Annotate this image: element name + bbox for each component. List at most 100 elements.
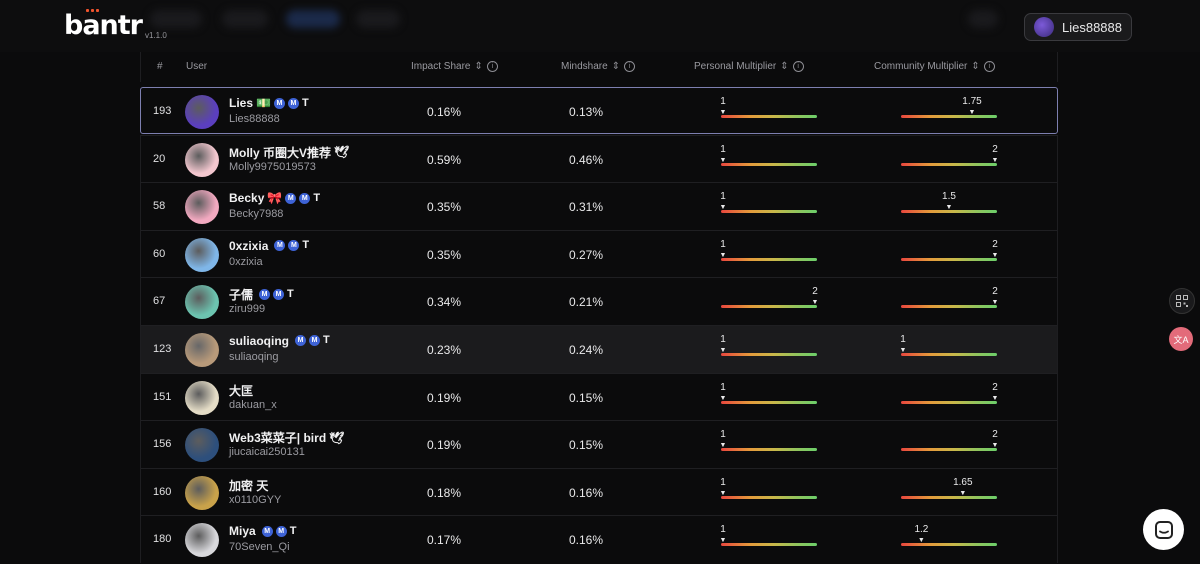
- community-multiplier-value: 1.2: [914, 524, 929, 536]
- personal-multiplier-meter: 2 ▼: [721, 286, 818, 316]
- community-multiplier-meter: 1.65 ▼: [901, 477, 997, 507]
- avatar[interactable]: [185, 380, 219, 415]
- mindshare-value: 0.27%: [568, 247, 604, 262]
- user-chip-name: Lies88888: [1062, 19, 1122, 35]
- logo-text: bantr: [64, 10, 143, 41]
- avatar[interactable]: [185, 523, 219, 558]
- table-row[interactable]: 160 加密 天 x0110GYY 0.18% 0.16% 1 ▼ 1.65 ▼: [140, 467, 1058, 516]
- user-handle: Lies88888: [229, 113, 280, 125]
- user-display-name[interactable]: Web3菜菜子| bird 🕊: [229, 430, 345, 446]
- qr-code-button[interactable]: [1169, 288, 1195, 314]
- user-display-name[interactable]: Becky 🎀 M M T: [229, 191, 321, 206]
- translate-icon: 文A: [1173, 334, 1189, 345]
- table-row[interactable]: 180 Miya M M T 70Seven_Qi 0.17% 0.16% 1 ▼ 1.2 ▼: [140, 515, 1058, 563]
- column-rank: #: [157, 61, 163, 72]
- column-personal-multiplier[interactable]: Personal Multiplier ⇕ i: [694, 61, 804, 72]
- user-display-name[interactable]: 子儒 M M T: [229, 288, 294, 303]
- info-icon[interactable]: i: [792, 61, 804, 72]
- bantr-logo[interactable]: bantr v1.1.0: [64, 9, 167, 41]
- user-account-button[interactable]: Lies88888: [1024, 13, 1132, 41]
- table-row[interactable]: 151 大匡 dakuan_x 0.19% 0.15% 1 ▼ 2 ▼: [140, 372, 1058, 421]
- impact-share-value: 0.17%: [426, 533, 462, 548]
- name-emoji: 💵: [256, 96, 271, 110]
- nav-item-blurred[interactable]: [968, 10, 998, 28]
- m-badge-icon: M: [288, 240, 300, 252]
- chat-icon: [1154, 520, 1173, 539]
- rank: 193: [153, 105, 172, 117]
- table-row[interactable]: 193 Lies 💵 M M T Lies88888 0.16% 0.13% 1 ▼ 1.75 ▼: [140, 87, 1058, 134]
- m-badge-icon: M: [295, 335, 306, 347]
- sort-icon[interactable]: ⇕: [611, 61, 621, 72]
- info-icon[interactable]: i: [486, 61, 498, 72]
- personal-multiplier-value: 1: [720, 238, 726, 250]
- community-multiplier-meter: 1.5 ▼: [901, 191, 997, 221]
- rank: 151: [153, 390, 172, 403]
- table-row[interactable]: 58 Becky 🎀 M M T Becky7988 0.35% 0.31% 1 ▼ 1.5 ▼: [140, 182, 1058, 230]
- avatar[interactable]: [185, 237, 219, 272]
- table-row[interactable]: 60 0xzixia M M T 0xzixia 0.35% 0.27% 1 ▼ 2 ▼: [140, 229, 1058, 278]
- m-badge-icon: M: [285, 192, 297, 204]
- user-display-name[interactable]: 大匡: [229, 383, 254, 398]
- info-icon[interactable]: i: [624, 61, 636, 72]
- user-display-name[interactable]: Miya M M T: [229, 524, 297, 539]
- user-display-name[interactable]: Lies 💵 M M T: [229, 96, 309, 110]
- nav-item-blurred-active[interactable]: [286, 10, 340, 28]
- sort-icon[interactable]: ⇕: [474, 61, 483, 72]
- info-icon[interactable]: i: [983, 61, 995, 72]
- avatar[interactable]: [185, 285, 219, 320]
- marker-icon: ▼: [945, 204, 953, 212]
- sort-icon[interactable]: ⇕: [780, 61, 789, 72]
- personal-multiplier-value: 1: [720, 191, 726, 203]
- community-multiplier-value: 1.75: [962, 96, 982, 107]
- multiplier-track: [721, 352, 817, 356]
- name-emoji: 🎀: [267, 191, 283, 206]
- community-multiplier-meter: 1 ▼: [900, 334, 997, 364]
- personal-multiplier-meter: 1 ▼: [720, 96, 817, 126]
- avatar[interactable]: [185, 428, 219, 463]
- nav-item-blurred[interactable]: [356, 10, 400, 28]
- chat-support-button[interactable]: [1143, 509, 1184, 550]
- avatar[interactable]: [185, 332, 219, 367]
- name-emoji: 🕊: [329, 430, 345, 445]
- community-multiplier-value: 1.65: [953, 476, 973, 488]
- user-display-name[interactable]: suliaoqing M M T: [229, 333, 330, 348]
- marker-icon: ▼: [991, 299, 999, 307]
- table-row[interactable]: 20 Molly 币圈大V推荐 🕊 Molly9975019573 0.59% 0.46%…: [140, 134, 1058, 183]
- rank: 20: [153, 152, 166, 165]
- community-multiplier-value: 2: [992, 286, 998, 298]
- table-row[interactable]: 156 Web3菜菜子| bird 🕊 jiucaicai250131 0.19% 0.1…: [140, 420, 1058, 468]
- avatar[interactable]: [185, 190, 219, 225]
- column-impact-share[interactable]: Impact Share ⇕ i: [411, 61, 498, 72]
- mindshare-value: 0.24%: [568, 342, 604, 357]
- multiplier-track: [901, 162, 997, 166]
- multiplier-track: [901, 352, 997, 356]
- user-handle: 70Seven_Qi: [229, 541, 290, 554]
- mindshare-value: 0.16%: [568, 533, 604, 548]
- translate-button[interactable]: 文A: [1169, 327, 1193, 351]
- avatar[interactable]: [185, 95, 219, 129]
- column-mindshare[interactable]: Mindshare ⇕ i: [561, 61, 636, 72]
- avatar[interactable]: [185, 475, 219, 510]
- personal-multiplier-meter: 1 ▼: [720, 524, 817, 554]
- user-display-name[interactable]: 0xzixia M M T: [229, 238, 310, 253]
- leaderboard-table: # User Impact Share ⇕ i Mindshare ⇕ i Pe…: [140, 52, 1058, 563]
- rank: 156: [153, 438, 172, 451]
- marker-icon: ▼: [719, 156, 727, 164]
- nav-item-blurred[interactable]: [150, 10, 202, 28]
- top-header: bantr v1.1.0 Lies88888: [0, 0, 1200, 52]
- impact-share-value: 0.34%: [426, 295, 462, 310]
- impact-share-value: 0.23%: [426, 342, 462, 357]
- nav-item-blurred[interactable]: [222, 10, 268, 28]
- m-badge-icon: M: [274, 240, 286, 252]
- multiplier-track: [721, 210, 817, 214]
- sort-icon[interactable]: ⇕: [971, 61, 980, 72]
- column-community-multiplier[interactable]: Community Multiplier ⇕ i: [874, 61, 995, 72]
- user-display-name[interactable]: 加密 天: [229, 478, 269, 493]
- marker-icon: ▼: [968, 109, 976, 116]
- name-emoji: 🕊: [334, 145, 350, 160]
- user-display-name[interactable]: Molly 币圈大V推荐 🕊: [229, 145, 350, 160]
- avatar[interactable]: [185, 142, 219, 177]
- multiplier-track: [721, 448, 817, 452]
